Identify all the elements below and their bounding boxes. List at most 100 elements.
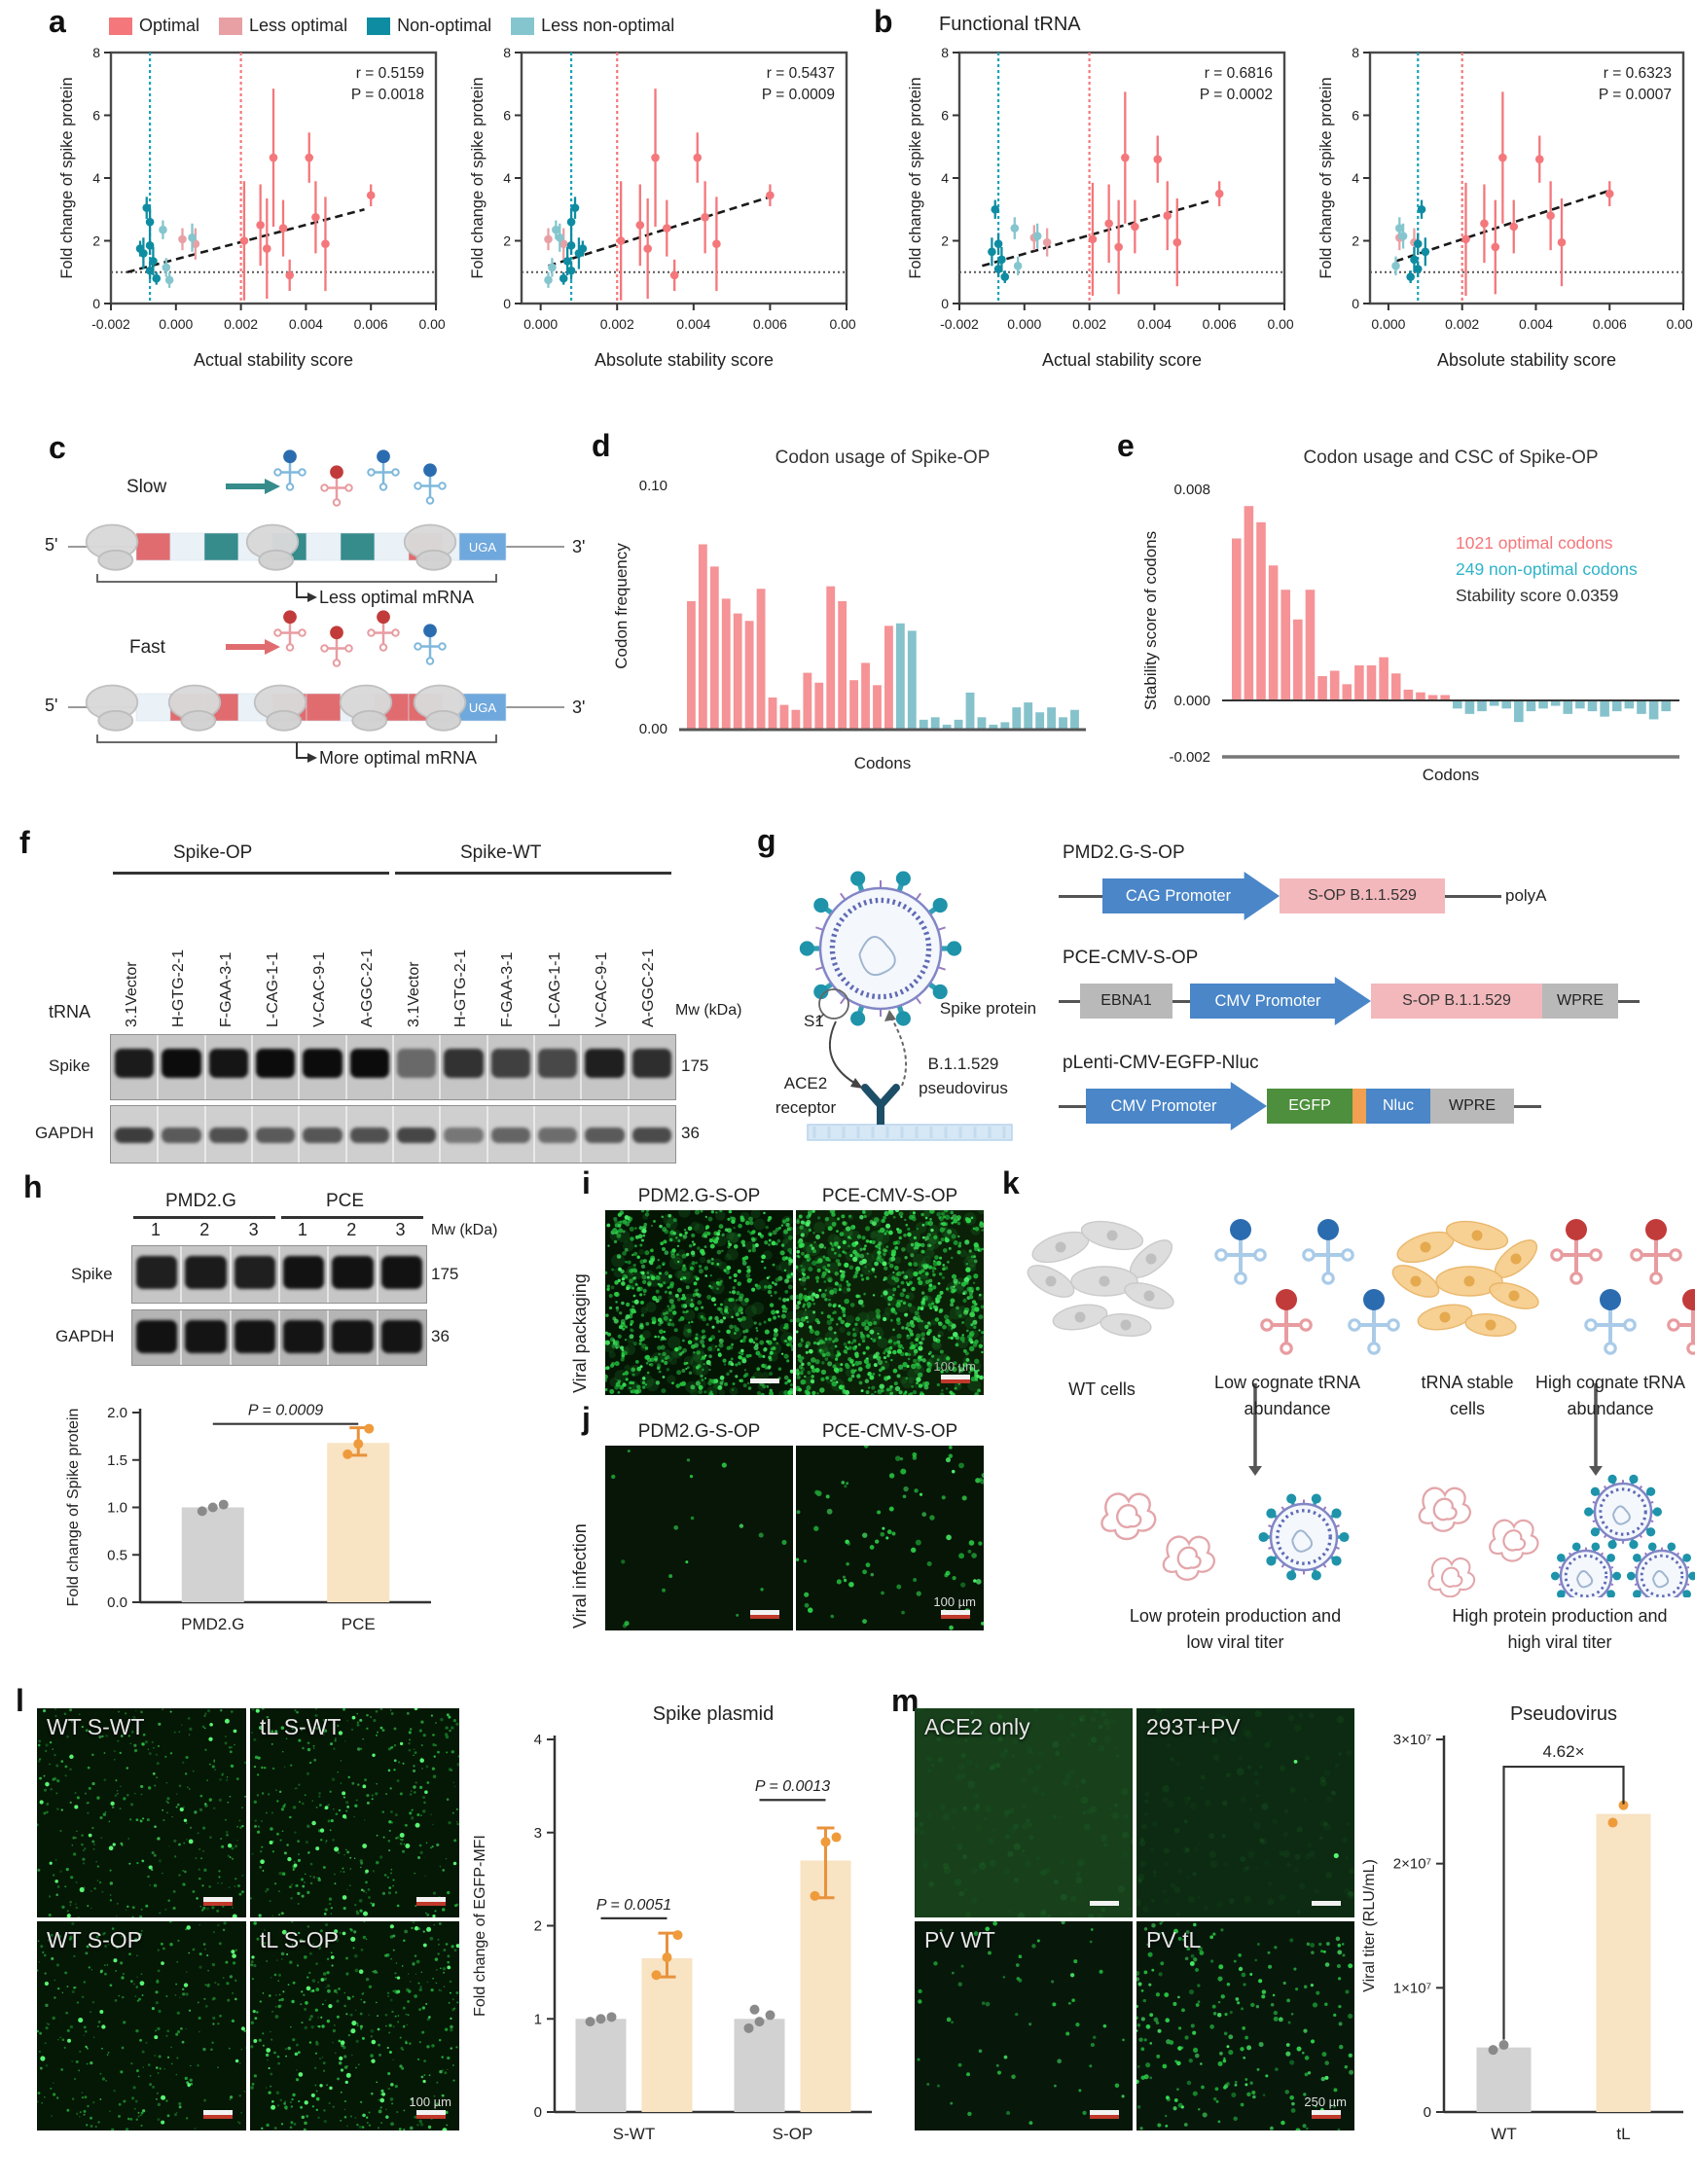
- slow-label: Slow: [126, 477, 167, 497]
- panel-c-label: c: [49, 430, 66, 465]
- tile-label: PV tL: [1146, 1927, 1202, 1952]
- five-prime-label-2: 5': [45, 696, 58, 715]
- svg-text:0.004: 0.004: [1137, 316, 1172, 332]
- gapdh-blot-strip: [131, 1309, 427, 1366]
- fast-label: Fast: [129, 637, 165, 658]
- construct-2-name: PCE-CMV-S-OP: [1063, 948, 1199, 968]
- group1-underline: [113, 872, 389, 875]
- svg-text:r = 0.6816: r = 0.6816: [1205, 65, 1273, 82]
- wt-cells-caption: WT cells: [1068, 1379, 1136, 1399]
- construct-2: EBNA1 CMV Promoter S-OP B.1.1.529 WPRE: [1059, 977, 1691, 1025]
- codon-csc-chart: Codon usage and CSC of Spike-OP 0.008 0.00…: [1141, 448, 1679, 784]
- wpre-box: WPRE: [1542, 984, 1618, 1019]
- dna-line: [1618, 999, 1640, 1003]
- spike-blot-strip: [110, 1034, 676, 1100]
- svg-text:8: 8: [503, 45, 511, 60]
- svg-text:P = 0.0007: P = 0.0007: [1599, 87, 1672, 103]
- svg-text:0.006: 0.006: [753, 316, 787, 332]
- svg-text:1: 1: [534, 2011, 542, 2027]
- five-prime-label: 5': [45, 535, 58, 555]
- s1-label: S1: [804, 1012, 824, 1030]
- svg-text:Fold change of spike protein: Fold change of spike protein: [1317, 77, 1335, 278]
- legend-label: Less optimal: [249, 16, 348, 35]
- svg-text:0: 0: [92, 296, 100, 311]
- scale-bar: [941, 1610, 970, 1619]
- stop-codon-uga: UGA: [468, 540, 497, 555]
- panel-f-label: f: [19, 825, 30, 860]
- micrograph-ace2-only: ACE2 only: [915, 1708, 1133, 1917]
- panel-i-title-2: PCE-CMV-S-OP: [821, 1186, 958, 1206]
- svg-text:P = 0.0051: P = 0.0051: [596, 1897, 671, 1914]
- svg-text:0.008: 0.008: [1173, 482, 1210, 498]
- lane-label: H-GTG-2-1: [170, 949, 188, 1027]
- svg-text:P = 0.0009: P = 0.0009: [248, 1403, 323, 1419]
- scale-bar: [1090, 1901, 1119, 1906]
- cag-promoter-arrow: CAG Promoter: [1102, 872, 1280, 920]
- tile-label: WT S-OP: [47, 1927, 142, 1952]
- svg-text:0.008: 0.008: [418, 316, 446, 332]
- svg-text:0.000: 0.000: [159, 316, 193, 332]
- spike-band-label: Spike: [49, 1056, 90, 1075]
- scale-bar: [416, 2110, 446, 2119]
- svg-text:Stability score of codons: Stability score of codons: [1141, 531, 1160, 710]
- tile-label: tL S-OP: [260, 1927, 339, 1952]
- svg-text:0.000: 0.000: [1173, 693, 1210, 709]
- panel-h-label: h: [23, 1169, 43, 1204]
- scale-bar: [416, 1897, 446, 1906]
- gapdh-mw-value: 36: [431, 1327, 450, 1345]
- svg-text:2: 2: [1352, 233, 1359, 249]
- spike-mw-value: 175: [431, 1265, 459, 1283]
- scale-bar: [203, 1897, 233, 1906]
- spike-band-label: Spike: [71, 1265, 113, 1283]
- svg-text:S-WT: S-WT: [613, 2125, 655, 2143]
- more-optimal-mrna-label: More optimal mRNA: [319, 748, 478, 768]
- high-cognate-caption: High cognate tRNA abundance: [1534, 1373, 1686, 1418]
- svg-text:Codons: Codons: [854, 754, 912, 772]
- micrograph-pv-wt: PV WT: [915, 1921, 1133, 2130]
- lane-number: 3: [395, 1220, 406, 1239]
- lane-label: A-GGC-2-1: [640, 949, 658, 1027]
- trna-row-label: tRNA: [49, 1002, 91, 1021]
- svg-text:0.004: 0.004: [1519, 316, 1553, 332]
- fluorescence-image: [250, 1708, 459, 1917]
- svg-text:0.002: 0.002: [224, 316, 258, 332]
- svg-text:249 non-optimal codons: 249 non-optimal codons: [1456, 559, 1638, 579]
- micrograph-packaging-pdm2g: [605, 1210, 793, 1395]
- svg-text:0.000: 0.000: [1371, 316, 1405, 332]
- svg-text:0.004: 0.004: [289, 316, 323, 332]
- svg-text:Stability score 0.0359: Stability score 0.0359: [1456, 586, 1618, 605]
- gapdh-band-label: GAPDH: [35, 1124, 94, 1142]
- gapdh-mw-value: 36: [681, 1124, 700, 1142]
- lane-label: 3.1Vector: [124, 961, 140, 1027]
- s-op-gene-box: S-OP B.1.1.529: [1371, 984, 1542, 1019]
- fluorescence-image: [605, 1446, 793, 1630]
- svg-text:Codon usage of Spike-OP: Codon usage of Spike-OP: [775, 448, 991, 468]
- wpre-box: WPRE: [1430, 1089, 1514, 1124]
- svg-text:Spike plasmid: Spike plasmid: [653, 1703, 775, 1725]
- svg-text:Actual stability score: Actual stability score: [1042, 350, 1202, 370]
- svg-text:3: 3: [534, 1825, 542, 1842]
- scatter-plot-absolute-a: 0 2 4 6 8 0.000 0.002 0.004 0.006 0.008 Absolute s…: [469, 45, 856, 370]
- svg-text:0: 0: [941, 296, 949, 311]
- svg-text:0.002: 0.002: [600, 316, 634, 332]
- lane-label: 3.1Vector: [405, 961, 422, 1027]
- legend-label: Non-optimal: [397, 16, 492, 35]
- dna-line: [1172, 999, 1190, 1003]
- scale-value: 250 µm: [1304, 2094, 1347, 2109]
- svg-text:0.008: 0.008: [1267, 316, 1294, 332]
- svg-text:Codon usage and CSC of Spike-O: Codon usage and CSC of Spike-OP: [1303, 448, 1598, 468]
- stop-codon-uga-2: UGA: [468, 700, 497, 715]
- panel-m-label: m: [891, 1683, 920, 1718]
- dna-line: [1059, 894, 1102, 898]
- low-output-caption: Low protein production and low viral tit…: [1129, 1606, 1342, 1652]
- svg-text:0.000: 0.000: [1007, 316, 1041, 332]
- micrograph-tl-swt: tL S-WT: [250, 1708, 459, 1917]
- spike-fold-bar-chart: 0.0 0.5 1.0 1.5 2.0 Fold change of Spike prot…: [65, 1403, 431, 1633]
- gapdh-blot-strip: [110, 1105, 676, 1164]
- low-cognate-caption: Low cognate tRNA abundance: [1213, 1373, 1361, 1418]
- mrna-translation-diagram: [68, 449, 564, 763]
- svg-text:4: 4: [1352, 170, 1359, 186]
- svg-text:P = 0.0013: P = 0.0013: [755, 1778, 830, 1795]
- tile-label: WT S-WT: [47, 1714, 145, 1739]
